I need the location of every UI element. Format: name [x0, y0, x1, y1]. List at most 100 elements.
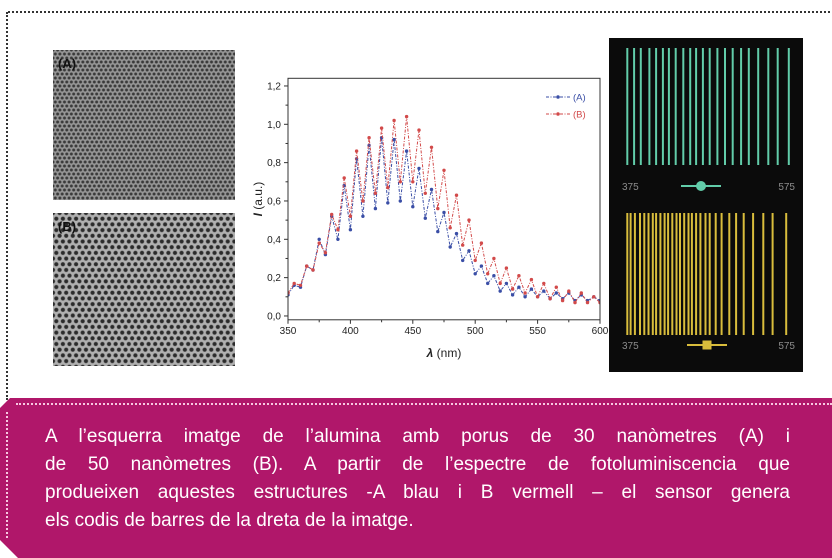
y-tick-label: 0,2 — [267, 273, 281, 284]
barcode-b-line — [679, 213, 681, 335]
series-a-point — [504, 281, 509, 286]
barcode-a-line — [655, 48, 658, 165]
barcode-a-line — [661, 48, 664, 165]
series-a-point — [529, 287, 534, 291]
barcode-b-line — [728, 213, 731, 335]
barcode-panel: 375 575 375 575 — [609, 38, 803, 372]
series-b-point — [417, 128, 421, 132]
legend-a-label: (A) — [573, 93, 586, 104]
barcode-b-line — [690, 213, 693, 335]
series-b-point — [529, 277, 534, 282]
x-tick-label: 500 — [467, 326, 484, 337]
caption-line: produeixen aquestes estructures -A blau … — [45, 482, 790, 503]
barcode-b-line — [633, 213, 636, 335]
series-b-point — [523, 291, 527, 295]
series-b-point — [461, 243, 465, 247]
barcode-b-line — [771, 213, 774, 335]
figure-border-top — [8, 11, 830, 13]
caption-border-left — [6, 412, 8, 538]
series-b-point — [535, 295, 540, 299]
barcode-b-line — [663, 213, 666, 335]
barcode-b-line — [667, 213, 670, 335]
series-b-point — [379, 126, 384, 130]
series-a-point — [361, 214, 365, 218]
series-b-point — [348, 214, 353, 218]
series-a-point — [386, 201, 390, 205]
series-a-point — [461, 258, 465, 263]
barcode-b-line — [643, 213, 646, 335]
barcode-b-line — [675, 213, 678, 335]
barcode-a-line — [701, 48, 704, 165]
series-a-point — [467, 249, 471, 253]
barcode-b-line — [699, 213, 702, 335]
series-b-point — [548, 297, 552, 301]
sem-image-a: (A) — [53, 50, 235, 200]
series-b-point — [336, 228, 340, 232]
series-b-point — [411, 180, 415, 184]
barcode-b-line — [683, 213, 686, 335]
barcode-b-line — [639, 213, 641, 335]
square-icon — [702, 340, 712, 350]
barcode-b-line — [626, 213, 629, 335]
y-axis-label: I (a.u.) — [251, 182, 265, 217]
series-b-point — [510, 287, 515, 291]
barcode-a-line — [747, 48, 750, 165]
series-a-point — [448, 245, 452, 249]
barcode-a-line — [724, 48, 726, 165]
barcode-b-line — [742, 213, 745, 335]
series-b-point — [367, 136, 371, 140]
series-b-point — [311, 268, 315, 272]
barcode-a-line — [708, 48, 711, 165]
axis-label-unit: (a.u.) — [251, 182, 265, 213]
barcode-b-line — [651, 213, 654, 335]
series-b-point — [292, 281, 296, 286]
series-b-point — [323, 251, 328, 255]
x-tick-label: 350 — [280, 326, 297, 337]
circle-icon — [696, 181, 706, 191]
sem-label-a: (A) — [58, 56, 77, 71]
y-tick-label: 0,4 — [267, 235, 281, 246]
series-b-point — [436, 206, 440, 211]
barcode-a-line — [787, 48, 790, 165]
series-b-point — [442, 168, 446, 172]
plot-frame — [287, 77, 601, 321]
caption-line: A l’esquerra imatge de l’alumina amb por… — [45, 426, 790, 447]
x-tick-label: 550 — [529, 326, 546, 337]
series-a-point — [373, 206, 378, 211]
barcode-a-range-start: 375 — [622, 182, 639, 193]
barcode-a-line — [639, 48, 642, 165]
y-tick-label: 0,8 — [267, 158, 281, 169]
series-b-point — [454, 193, 459, 197]
barcode-b-line — [629, 213, 632, 335]
barcode-a-line — [667, 48, 670, 165]
barcode-a-line — [695, 48, 698, 165]
barcode-b-line — [708, 213, 711, 335]
barcode-a-line — [716, 48, 719, 165]
x-tick-label: 400 — [342, 326, 359, 337]
barcode-b-line — [735, 213, 738, 335]
caption-text: A l’esquerra imatge de l’alumina amb por… — [45, 423, 790, 535]
barcode-a-line — [633, 48, 636, 165]
series-b-point — [305, 264, 309, 268]
series-a-point — [348, 228, 353, 232]
series-b-point — [585, 300, 590, 305]
caption-border-top — [16, 403, 832, 405]
barcode-b-line — [671, 213, 674, 335]
series-a-point — [429, 187, 434, 192]
series-b-point — [542, 281, 546, 286]
caption-line: els codis de barres de la dreta de la im… — [45, 510, 414, 531]
series-b-point — [498, 281, 502, 286]
series-b-point — [492, 256, 496, 261]
series-a-point — [317, 237, 321, 241]
barcode-b-line — [647, 213, 650, 335]
series-a-point — [517, 285, 521, 289]
series-b-point — [573, 300, 577, 305]
series-a-point — [436, 229, 440, 234]
series-a-point — [392, 137, 396, 142]
series-a-point — [542, 289, 546, 293]
series-b-point — [467, 218, 471, 222]
series-a-point — [336, 237, 340, 241]
series-a-point — [554, 291, 558, 295]
barcode-a-line — [740, 48, 743, 165]
barcode-a-line — [626, 48, 629, 165]
